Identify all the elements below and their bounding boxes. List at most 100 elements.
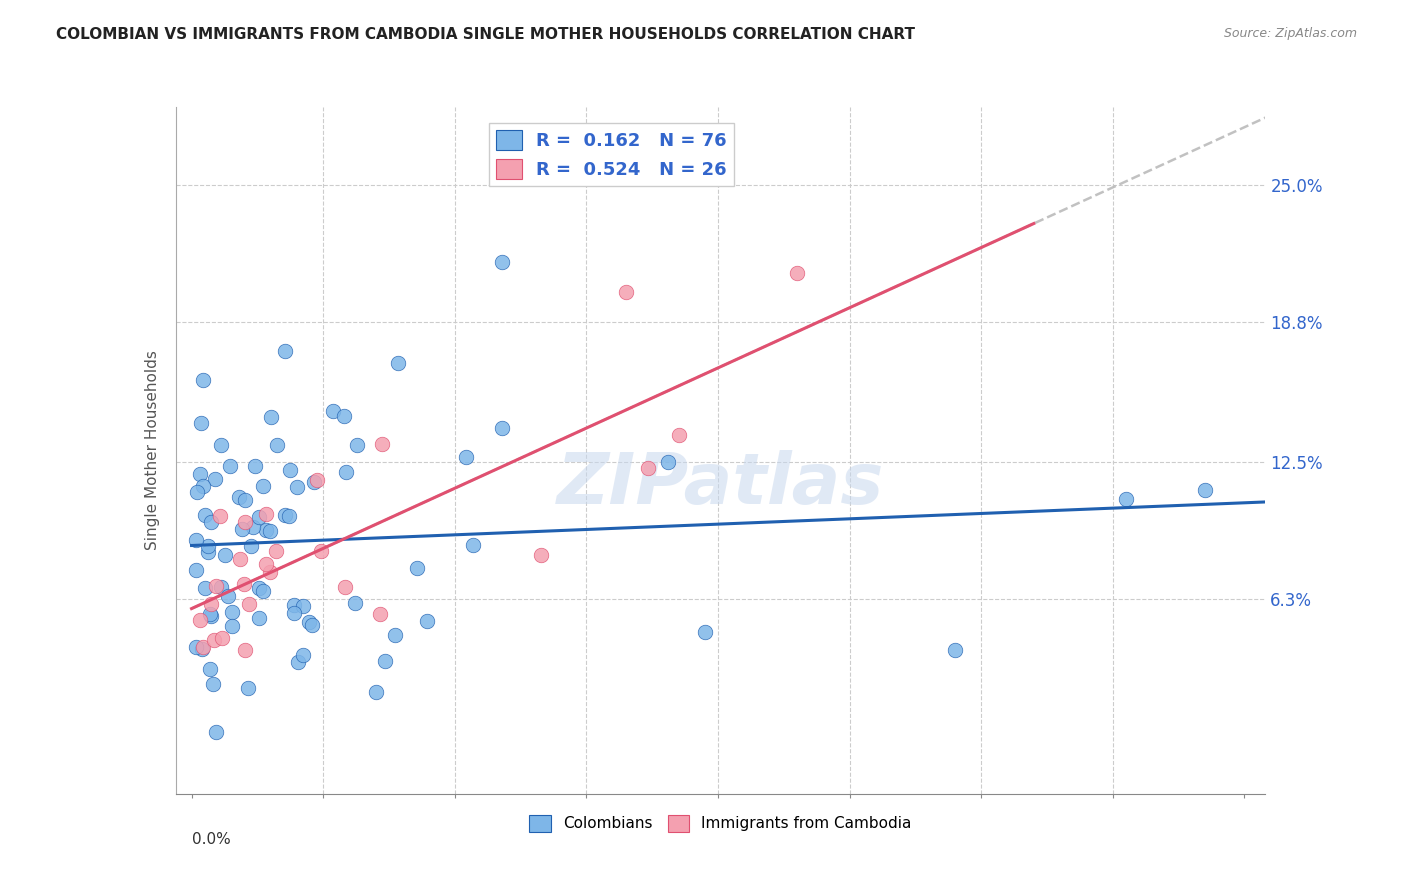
Point xyxy=(285,480,308,494)
Point xyxy=(252,583,274,598)
Point xyxy=(204,472,226,486)
Point xyxy=(456,450,478,464)
Point xyxy=(305,473,328,487)
Point xyxy=(283,606,305,620)
Point xyxy=(191,640,214,654)
Point xyxy=(693,625,716,640)
Point xyxy=(188,467,211,481)
Point xyxy=(333,580,356,594)
Point xyxy=(322,404,344,418)
Point xyxy=(200,515,222,529)
Point xyxy=(614,285,637,299)
Point xyxy=(259,565,281,579)
Point xyxy=(343,596,366,610)
Point xyxy=(186,533,208,548)
Point xyxy=(209,438,232,452)
Point xyxy=(205,724,228,739)
Y-axis label: Single Mother Households: Single Mother Households xyxy=(145,351,160,550)
Point xyxy=(1194,483,1216,498)
Point xyxy=(242,519,264,533)
Text: Source: ZipAtlas.com: Source: ZipAtlas.com xyxy=(1223,27,1357,40)
Point xyxy=(461,538,484,552)
Point xyxy=(335,465,357,479)
Point xyxy=(1115,492,1137,507)
Point xyxy=(198,607,221,621)
Point xyxy=(309,543,332,558)
Point xyxy=(202,677,225,691)
Point xyxy=(346,438,368,452)
Point xyxy=(260,409,283,424)
Point xyxy=(186,484,208,499)
Point xyxy=(384,628,406,642)
Point xyxy=(786,266,808,280)
Point xyxy=(491,420,513,434)
Point xyxy=(233,643,256,657)
Point xyxy=(249,509,271,524)
Point xyxy=(194,581,217,595)
Point xyxy=(287,655,309,669)
Point xyxy=(405,561,427,575)
Point xyxy=(657,455,679,469)
Point xyxy=(190,416,212,430)
Point xyxy=(200,609,222,624)
Point xyxy=(274,508,297,522)
Point xyxy=(529,548,551,562)
Point xyxy=(221,619,243,633)
Point xyxy=(190,641,212,656)
Point xyxy=(274,344,297,359)
Point xyxy=(219,458,242,473)
Point xyxy=(254,523,277,537)
Point xyxy=(191,373,214,387)
Point xyxy=(247,581,270,595)
Point xyxy=(291,648,314,662)
Point xyxy=(637,460,659,475)
Point xyxy=(221,605,243,619)
Point xyxy=(302,475,325,490)
Point xyxy=(370,437,392,451)
Point xyxy=(198,663,221,677)
Point xyxy=(332,409,354,423)
Point xyxy=(193,479,215,493)
Point xyxy=(228,490,250,504)
Point xyxy=(197,544,219,558)
Text: 0.0%: 0.0% xyxy=(191,831,231,847)
Point xyxy=(238,681,260,695)
Point xyxy=(247,610,270,624)
Point xyxy=(208,508,231,523)
Point xyxy=(229,552,252,566)
Legend: Colombians, Immigrants from Cambodia: Colombians, Immigrants from Cambodia xyxy=(523,809,918,838)
Point xyxy=(205,579,228,593)
Point xyxy=(264,544,287,558)
Point xyxy=(245,459,267,474)
Point xyxy=(197,539,219,553)
Point xyxy=(364,684,387,698)
Point xyxy=(491,255,513,269)
Point xyxy=(668,428,690,442)
Point xyxy=(214,548,236,562)
Point xyxy=(184,563,207,577)
Point xyxy=(277,509,299,524)
Point xyxy=(184,640,207,654)
Text: COLOMBIAN VS IMMIGRANTS FROM CAMBODIA SINGLE MOTHER HOUSEHOLDS CORRELATION CHART: COLOMBIAN VS IMMIGRANTS FROM CAMBODIA SI… xyxy=(56,27,915,42)
Point xyxy=(374,654,396,668)
Point xyxy=(416,614,439,628)
Point xyxy=(194,508,217,522)
Point xyxy=(238,597,260,611)
Point xyxy=(233,515,256,529)
Point xyxy=(278,463,301,477)
Point xyxy=(231,522,253,536)
Point xyxy=(211,631,233,645)
Point xyxy=(387,356,409,370)
Point xyxy=(254,557,277,571)
Point xyxy=(232,577,254,591)
Point xyxy=(283,598,305,612)
Text: ZIPatlas: ZIPatlas xyxy=(557,450,884,519)
Point xyxy=(301,618,323,632)
Point xyxy=(259,524,281,539)
Point xyxy=(943,643,966,657)
Point xyxy=(368,607,391,622)
Point xyxy=(233,493,256,508)
Point xyxy=(252,479,274,493)
Point xyxy=(217,589,239,603)
Point xyxy=(209,580,232,594)
